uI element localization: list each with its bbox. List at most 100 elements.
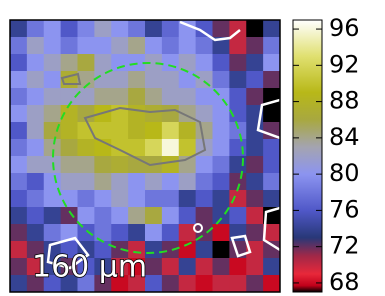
cell	[145, 173, 162, 191]
cell	[162, 173, 179, 191]
cell	[61, 207, 78, 225]
cell	[213, 105, 230, 123]
cell	[145, 207, 162, 225]
cell	[229, 258, 246, 276]
cell	[27, 122, 44, 140]
cell	[145, 122, 162, 140]
cell	[10, 54, 27, 72]
cell	[111, 122, 128, 140]
cell	[263, 139, 280, 157]
cell	[263, 190, 280, 208]
cell	[78, 173, 95, 191]
colorbar-tick-label: 76	[329, 195, 360, 223]
cell	[229, 207, 246, 225]
cell	[111, 156, 128, 174]
cell	[61, 139, 78, 157]
cell	[229, 88, 246, 106]
cell	[162, 190, 179, 208]
cell	[94, 190, 111, 208]
cell	[128, 20, 145, 38]
cell	[10, 207, 27, 225]
cell	[94, 88, 111, 106]
cell	[61, 20, 78, 38]
cell	[27, 37, 44, 55]
cell	[196, 88, 213, 106]
cell	[162, 88, 179, 106]
cell	[61, 173, 78, 191]
colorbar-tick-label: 72	[329, 232, 360, 260]
cell	[196, 190, 213, 208]
cell	[78, 88, 95, 106]
cell	[94, 173, 111, 191]
cell	[179, 37, 196, 55]
cell	[162, 71, 179, 89]
cell	[27, 71, 44, 89]
cell	[128, 105, 145, 123]
cell	[229, 156, 246, 174]
cell	[94, 54, 111, 72]
cell	[263, 54, 280, 72]
cell	[246, 190, 263, 208]
cell	[78, 20, 95, 38]
cell	[10, 71, 27, 89]
cell	[111, 54, 128, 72]
cell	[61, 122, 78, 140]
cell	[196, 173, 213, 191]
colorbar-tick-label: 80	[329, 159, 360, 187]
cell	[10, 173, 27, 191]
cell	[111, 88, 128, 106]
cell	[44, 224, 61, 242]
scale-label: 160 μm	[32, 250, 147, 285]
cell	[78, 224, 95, 242]
cell	[229, 275, 246, 293]
cell	[213, 20, 230, 38]
cell	[78, 156, 95, 174]
cell	[246, 139, 263, 157]
cell	[196, 258, 213, 276]
cell	[162, 122, 179, 140]
cell	[196, 207, 213, 225]
cell	[246, 207, 263, 225]
cell	[213, 241, 230, 259]
cell	[128, 37, 145, 55]
cell	[61, 156, 78, 174]
chart: 160 μm 6872768084889296	[0, 0, 385, 296]
cell	[128, 173, 145, 191]
cell	[128, 88, 145, 106]
cell	[213, 173, 230, 191]
cell	[196, 105, 213, 123]
cell	[162, 139, 179, 157]
cell	[145, 88, 162, 106]
cell	[229, 71, 246, 89]
cell	[229, 122, 246, 140]
cell	[196, 241, 213, 259]
cell	[10, 37, 27, 55]
cell	[111, 20, 128, 38]
cell	[179, 122, 196, 140]
cell	[246, 275, 263, 293]
cell	[94, 37, 111, 55]
cell	[246, 71, 263, 89]
cell	[246, 224, 263, 242]
cell	[128, 71, 145, 89]
cell	[179, 88, 196, 106]
cell	[78, 207, 95, 225]
cell	[10, 156, 27, 174]
cell	[128, 207, 145, 225]
cell	[111, 207, 128, 225]
cell	[179, 258, 196, 276]
cell	[213, 139, 230, 157]
cell	[27, 224, 44, 242]
cell	[263, 71, 280, 89]
cell	[111, 190, 128, 208]
cell	[111, 71, 128, 89]
cell	[179, 54, 196, 72]
cell	[10, 122, 27, 140]
cell	[196, 275, 213, 293]
cell	[246, 156, 263, 174]
cell	[78, 190, 95, 208]
cell	[179, 275, 196, 293]
cell	[246, 258, 263, 276]
cell	[263, 173, 280, 191]
cell	[263, 37, 280, 55]
